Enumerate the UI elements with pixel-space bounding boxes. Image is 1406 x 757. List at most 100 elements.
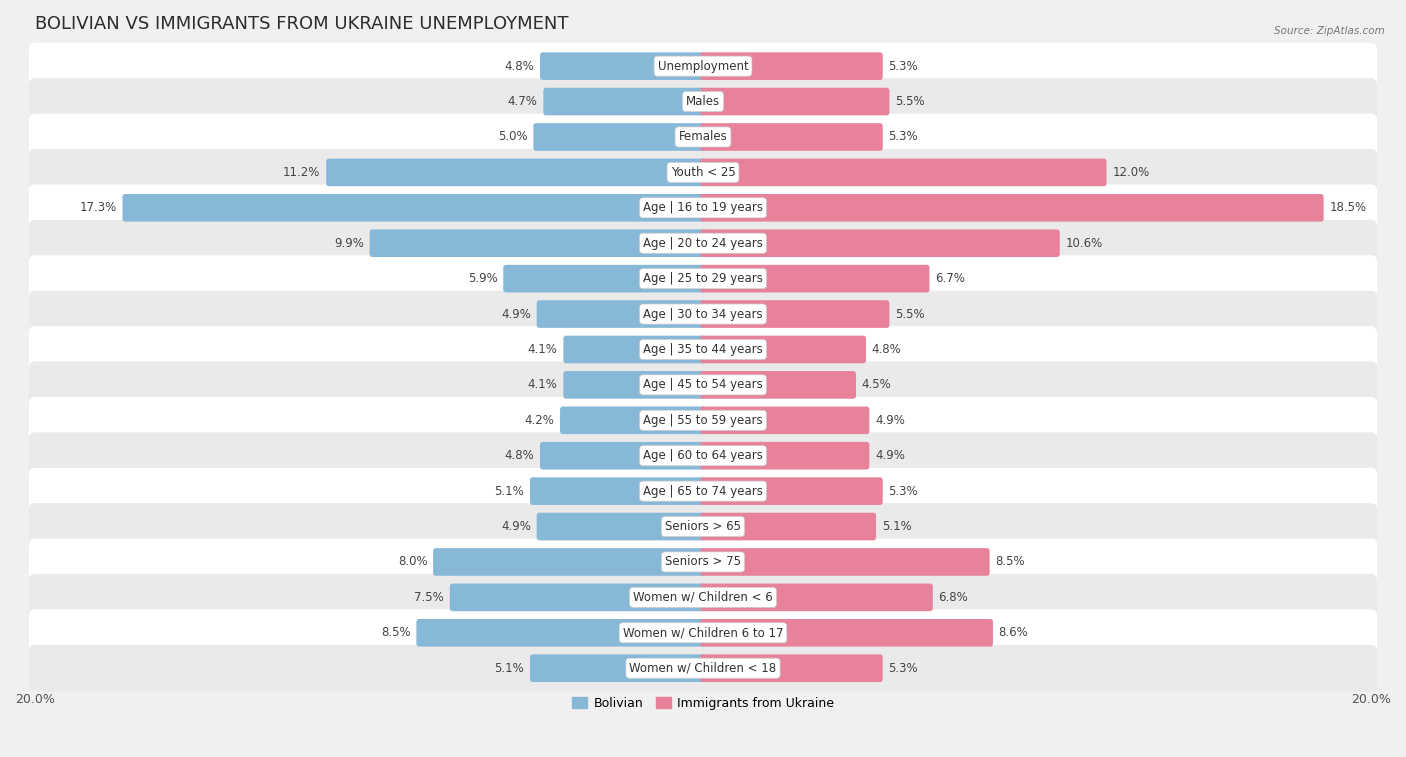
FancyBboxPatch shape — [564, 335, 706, 363]
FancyBboxPatch shape — [700, 123, 883, 151]
Text: 4.9%: 4.9% — [501, 520, 531, 533]
FancyBboxPatch shape — [30, 609, 1376, 656]
Text: 7.5%: 7.5% — [415, 591, 444, 604]
Text: Seniors > 65: Seniors > 65 — [665, 520, 741, 533]
Text: Age | 55 to 59 years: Age | 55 to 59 years — [643, 414, 763, 427]
Text: 4.8%: 4.8% — [505, 449, 534, 463]
Text: 5.3%: 5.3% — [889, 130, 918, 144]
Text: 4.7%: 4.7% — [508, 95, 537, 108]
FancyBboxPatch shape — [560, 407, 706, 434]
FancyBboxPatch shape — [540, 442, 706, 469]
FancyBboxPatch shape — [30, 149, 1376, 196]
FancyBboxPatch shape — [700, 478, 883, 505]
FancyBboxPatch shape — [30, 326, 1376, 373]
FancyBboxPatch shape — [700, 619, 993, 646]
FancyBboxPatch shape — [700, 229, 1060, 257]
FancyBboxPatch shape — [30, 255, 1376, 302]
FancyBboxPatch shape — [30, 468, 1376, 515]
FancyBboxPatch shape — [700, 265, 929, 292]
Text: 4.2%: 4.2% — [524, 414, 554, 427]
Text: Unemployment: Unemployment — [658, 60, 748, 73]
FancyBboxPatch shape — [30, 43, 1376, 89]
FancyBboxPatch shape — [30, 78, 1376, 125]
FancyBboxPatch shape — [30, 220, 1376, 266]
Text: 5.1%: 5.1% — [882, 520, 911, 533]
Text: Age | 16 to 19 years: Age | 16 to 19 years — [643, 201, 763, 214]
Text: Age | 30 to 34 years: Age | 30 to 34 years — [643, 307, 763, 320]
FancyBboxPatch shape — [503, 265, 706, 292]
FancyBboxPatch shape — [30, 538, 1376, 585]
Text: 12.0%: 12.0% — [1112, 166, 1150, 179]
Text: 5.0%: 5.0% — [498, 130, 527, 144]
Text: 8.5%: 8.5% — [995, 556, 1025, 569]
FancyBboxPatch shape — [370, 229, 706, 257]
Text: BOLIVIAN VS IMMIGRANTS FROM UKRAINE UNEMPLOYMENT: BOLIVIAN VS IMMIGRANTS FROM UKRAINE UNEM… — [35, 15, 568, 33]
FancyBboxPatch shape — [540, 52, 706, 80]
FancyBboxPatch shape — [700, 194, 1323, 222]
Text: 8.0%: 8.0% — [398, 556, 427, 569]
FancyBboxPatch shape — [564, 371, 706, 399]
Text: 4.9%: 4.9% — [501, 307, 531, 320]
Text: 8.5%: 8.5% — [381, 626, 411, 640]
Text: 4.5%: 4.5% — [862, 378, 891, 391]
Text: 9.9%: 9.9% — [335, 237, 364, 250]
FancyBboxPatch shape — [30, 291, 1376, 338]
Text: 4.1%: 4.1% — [527, 378, 558, 391]
FancyBboxPatch shape — [543, 88, 706, 115]
FancyBboxPatch shape — [700, 548, 990, 576]
FancyBboxPatch shape — [700, 442, 869, 469]
Text: 17.3%: 17.3% — [80, 201, 117, 214]
FancyBboxPatch shape — [700, 335, 866, 363]
Text: 5.3%: 5.3% — [889, 662, 918, 674]
Text: Males: Males — [686, 95, 720, 108]
Text: 4.8%: 4.8% — [872, 343, 901, 356]
Text: Age | 65 to 74 years: Age | 65 to 74 years — [643, 484, 763, 497]
Text: 5.5%: 5.5% — [896, 307, 925, 320]
FancyBboxPatch shape — [700, 88, 890, 115]
Text: Women w/ Children 6 to 17: Women w/ Children 6 to 17 — [623, 626, 783, 640]
FancyBboxPatch shape — [450, 584, 706, 611]
Text: 18.5%: 18.5% — [1329, 201, 1367, 214]
Text: 4.9%: 4.9% — [875, 414, 905, 427]
FancyBboxPatch shape — [30, 397, 1376, 444]
FancyBboxPatch shape — [700, 52, 883, 80]
Text: Youth < 25: Youth < 25 — [671, 166, 735, 179]
FancyBboxPatch shape — [530, 478, 706, 505]
Text: 4.9%: 4.9% — [875, 449, 905, 463]
FancyBboxPatch shape — [30, 185, 1376, 231]
Text: 5.1%: 5.1% — [495, 484, 524, 497]
Text: Source: ZipAtlas.com: Source: ZipAtlas.com — [1274, 26, 1385, 36]
Text: Age | 20 to 24 years: Age | 20 to 24 years — [643, 237, 763, 250]
Text: 5.3%: 5.3% — [889, 60, 918, 73]
FancyBboxPatch shape — [700, 654, 883, 682]
FancyBboxPatch shape — [530, 654, 706, 682]
FancyBboxPatch shape — [416, 619, 706, 646]
FancyBboxPatch shape — [30, 503, 1376, 550]
FancyBboxPatch shape — [533, 123, 706, 151]
FancyBboxPatch shape — [30, 645, 1376, 692]
Text: Age | 45 to 54 years: Age | 45 to 54 years — [643, 378, 763, 391]
FancyBboxPatch shape — [700, 512, 876, 540]
FancyBboxPatch shape — [30, 432, 1376, 479]
Text: 5.1%: 5.1% — [495, 662, 524, 674]
Text: Women w/ Children < 18: Women w/ Children < 18 — [630, 662, 776, 674]
FancyBboxPatch shape — [700, 301, 890, 328]
Text: Women w/ Children < 6: Women w/ Children < 6 — [633, 591, 773, 604]
FancyBboxPatch shape — [30, 114, 1376, 160]
FancyBboxPatch shape — [433, 548, 706, 576]
FancyBboxPatch shape — [122, 194, 706, 222]
Text: 6.8%: 6.8% — [938, 591, 969, 604]
Text: 5.9%: 5.9% — [468, 272, 498, 285]
FancyBboxPatch shape — [537, 512, 706, 540]
FancyBboxPatch shape — [700, 158, 1107, 186]
Text: 5.3%: 5.3% — [889, 484, 918, 497]
Text: Age | 25 to 29 years: Age | 25 to 29 years — [643, 272, 763, 285]
Legend: Bolivian, Immigrants from Ukraine: Bolivian, Immigrants from Ukraine — [567, 692, 839, 715]
Text: 6.7%: 6.7% — [935, 272, 965, 285]
Text: Females: Females — [679, 130, 727, 144]
FancyBboxPatch shape — [700, 371, 856, 399]
Text: 5.5%: 5.5% — [896, 95, 925, 108]
Text: Age | 60 to 64 years: Age | 60 to 64 years — [643, 449, 763, 463]
FancyBboxPatch shape — [30, 362, 1376, 408]
FancyBboxPatch shape — [700, 584, 932, 611]
